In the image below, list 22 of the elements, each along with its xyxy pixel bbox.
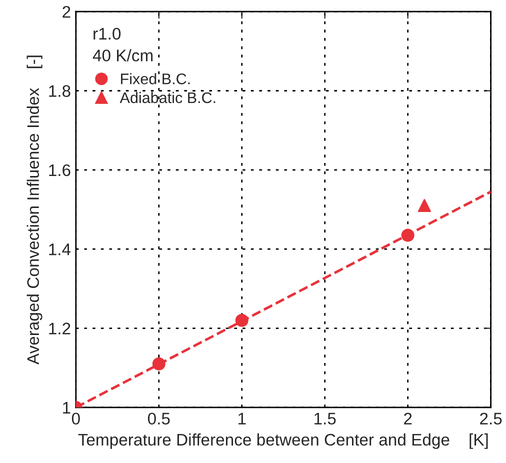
y-tick-label: 1.6	[49, 164, 70, 176]
point	[401, 228, 414, 242]
point	[235, 314, 248, 327]
point	[418, 199, 431, 212]
annotation: 40 K/cm	[92, 49, 153, 62]
x-axis-title: Temperature Difference between Center and Edge [K]	[78, 433, 488, 449]
y-tick-label: 1.4	[49, 244, 71, 256]
x-tick-label: 1	[238, 412, 246, 424]
x-tick-label: 1.5	[314, 412, 336, 425]
y-tick-label: 1	[63, 402, 70, 414]
y-tick-label: 2	[62, 6, 70, 18]
annotation: r1.0	[94, 28, 121, 40]
y-tick-label: 1.8	[49, 85, 70, 97]
y-axis-title: Averaged Convection Influence Index [-]	[26, 56, 42, 364]
x-tick-label: 2.5	[480, 412, 502, 425]
point	[152, 357, 166, 370]
x-tick-label: 2	[404, 412, 412, 424]
legend-label: Fixed B.C.	[121, 73, 190, 84]
legend-label: Adiabatic B.C.	[120, 92, 216, 104]
y-tick-label: 1.2	[49, 322, 70, 334]
x-tick-label: 0.5	[148, 412, 170, 425]
x-tick-label: 0	[72, 412, 80, 425]
